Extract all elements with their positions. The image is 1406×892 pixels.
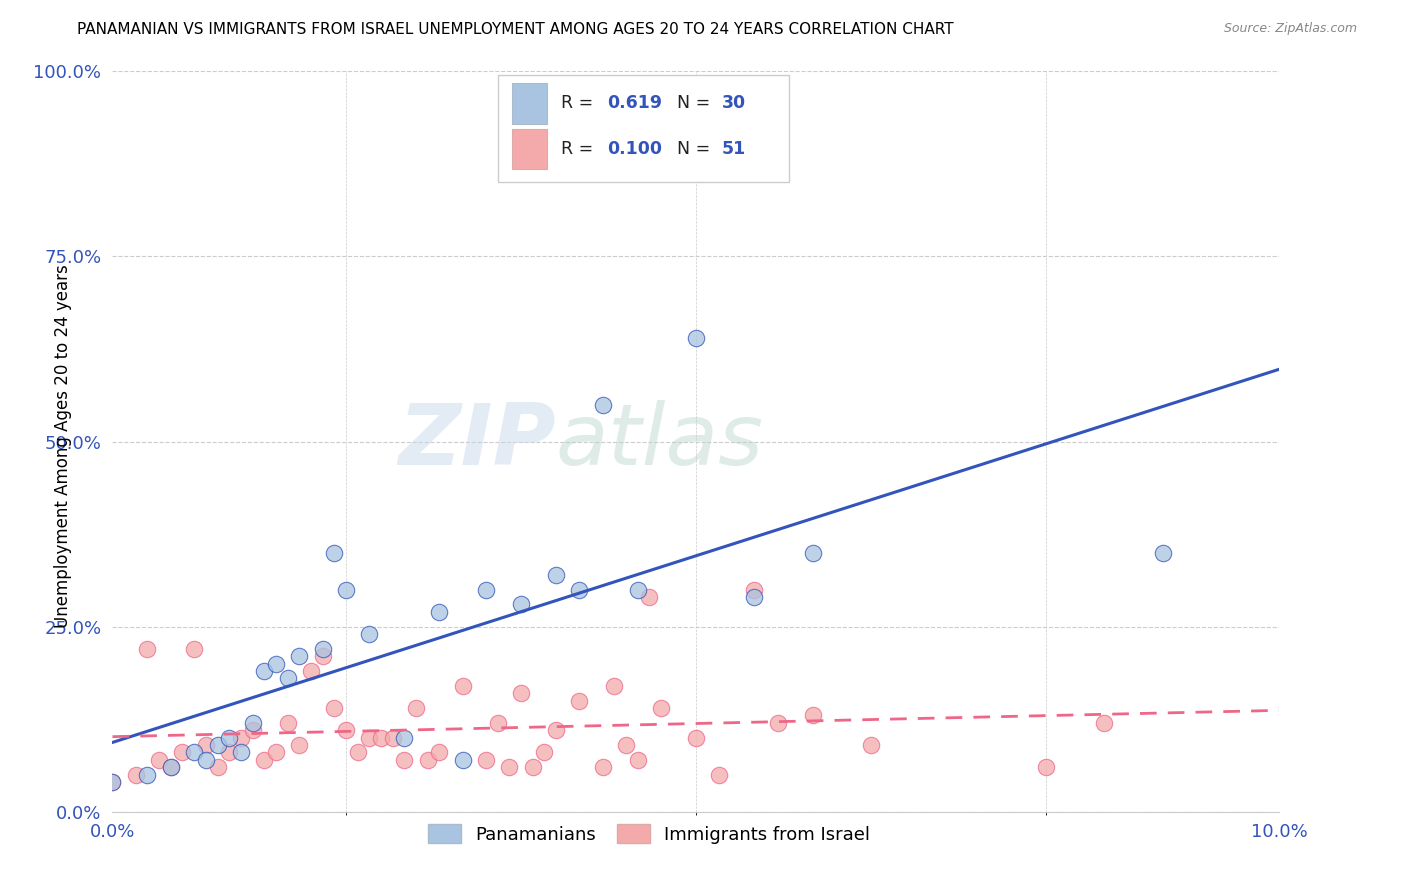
Point	[1094, 715, 1116, 730]
Text: 51: 51	[721, 140, 747, 158]
Point	[685, 731, 707, 745]
Point	[370, 731, 392, 745]
Point	[160, 760, 183, 774]
Point	[627, 582, 650, 597]
Point	[475, 753, 498, 767]
Point	[323, 546, 346, 560]
Point	[101, 775, 124, 789]
Point	[311, 649, 333, 664]
Point	[288, 649, 311, 664]
Point	[242, 715, 264, 730]
Point	[136, 641, 159, 656]
Point	[416, 753, 439, 767]
Point	[394, 731, 416, 745]
Point	[359, 627, 381, 641]
Point	[544, 723, 567, 738]
Point	[311, 641, 333, 656]
Point	[509, 598, 531, 612]
Point	[475, 582, 498, 597]
Point	[242, 723, 264, 738]
Point	[451, 679, 474, 693]
Point	[125, 767, 148, 781]
Point	[335, 582, 357, 597]
Point	[264, 657, 287, 671]
Point	[394, 753, 416, 767]
FancyBboxPatch shape	[498, 75, 789, 183]
Text: ZIP: ZIP	[398, 400, 555, 483]
Point	[685, 331, 707, 345]
Point	[136, 767, 159, 781]
Point	[381, 731, 404, 745]
Text: 30: 30	[721, 95, 745, 112]
Point	[335, 723, 357, 738]
Point	[218, 731, 240, 745]
Point	[544, 567, 567, 582]
Point	[1035, 760, 1057, 774]
Point	[614, 738, 637, 752]
Point	[709, 767, 731, 781]
Point	[229, 731, 252, 745]
Point	[766, 715, 789, 730]
Point	[172, 746, 194, 760]
Point	[148, 753, 170, 767]
Point	[207, 760, 229, 774]
Text: PANAMANIAN VS IMMIGRANTS FROM ISRAEL UNEMPLOYMENT AMONG AGES 20 TO 24 YEARS CORR: PANAMANIAN VS IMMIGRANTS FROM ISRAEL UNE…	[77, 22, 953, 37]
Point	[533, 746, 555, 760]
Text: Unemployment Among Ages 20 to 24 years: Unemployment Among Ages 20 to 24 years	[55, 264, 72, 628]
Point	[276, 672, 298, 686]
Point	[801, 708, 824, 723]
Point	[427, 605, 450, 619]
Point	[522, 760, 544, 774]
Point	[627, 753, 650, 767]
Point	[183, 641, 205, 656]
Text: 0.619: 0.619	[607, 95, 662, 112]
Point	[592, 398, 614, 412]
Point	[650, 701, 672, 715]
Point	[160, 760, 183, 774]
Text: Source: ZipAtlas.com: Source: ZipAtlas.com	[1223, 22, 1357, 36]
Bar	[512, 83, 547, 124]
Text: R =: R =	[561, 140, 599, 158]
Point	[183, 746, 205, 760]
Point	[194, 738, 217, 752]
Point	[288, 738, 311, 752]
Point	[603, 679, 626, 693]
Point	[194, 753, 217, 767]
Point	[486, 715, 509, 730]
Point	[323, 701, 346, 715]
Point	[568, 694, 591, 708]
Point	[509, 686, 531, 700]
Point	[742, 590, 765, 604]
Point	[207, 738, 229, 752]
Point	[451, 753, 474, 767]
Point	[860, 738, 883, 752]
Point	[742, 582, 765, 597]
Point	[276, 715, 298, 730]
Point	[346, 746, 368, 760]
Point	[568, 582, 591, 597]
Point	[264, 746, 287, 760]
Point	[218, 746, 240, 760]
Point	[498, 760, 520, 774]
Point	[253, 664, 276, 678]
Text: N =: N =	[665, 95, 716, 112]
Text: atlas: atlas	[555, 400, 763, 483]
Point	[253, 753, 276, 767]
Point	[101, 775, 124, 789]
Point	[359, 731, 381, 745]
Point	[299, 664, 322, 678]
Bar	[512, 128, 547, 169]
Point	[229, 746, 252, 760]
Point	[1152, 546, 1174, 560]
Text: R =: R =	[561, 95, 599, 112]
Text: 0.100: 0.100	[607, 140, 662, 158]
Point	[427, 746, 450, 760]
Legend: Panamanians, Immigrants from Israel: Panamanians, Immigrants from Israel	[420, 817, 877, 851]
Point	[592, 760, 614, 774]
Point	[405, 701, 427, 715]
Text: N =: N =	[665, 140, 716, 158]
Point	[638, 590, 661, 604]
Point	[801, 546, 824, 560]
